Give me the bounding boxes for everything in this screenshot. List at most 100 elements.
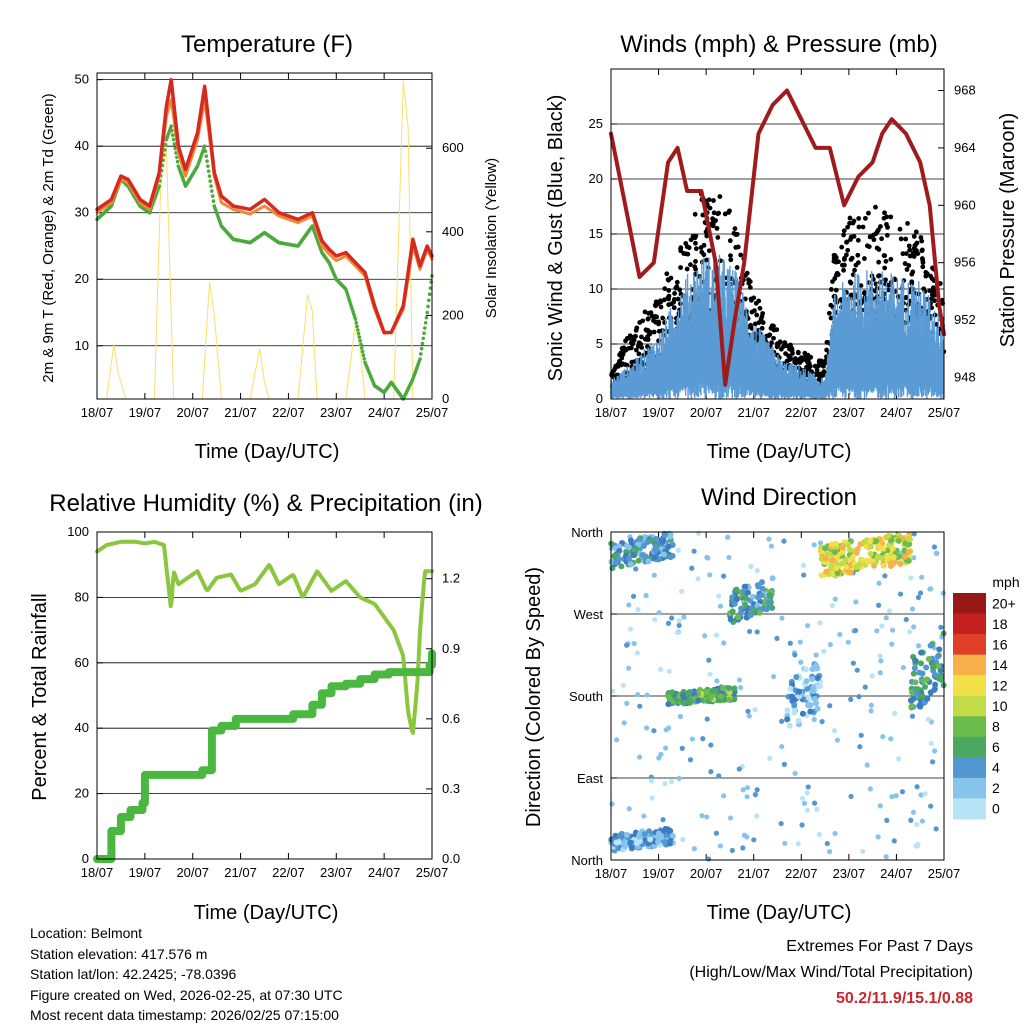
direction-point [868,702,874,708]
gust-point [645,316,651,322]
direction-point [895,537,902,544]
gust-point [698,245,704,250]
gust-point [906,243,912,249]
direction-point [727,616,734,623]
direction-point [852,627,859,634]
dewpoint-point [360,346,364,350]
gust-point [939,297,945,303]
direction-point [625,555,632,562]
gust-point [898,236,904,242]
gust-point [906,263,912,268]
gust-point [879,236,884,242]
direction-point [626,665,632,671]
dewpoint-point [163,142,168,147]
direction-point [919,574,925,580]
direction-point [834,737,841,743]
direction-point [927,586,933,592]
direction-point [748,563,754,570]
gust-point [732,226,738,231]
direction-point [908,575,914,581]
direction-point [805,784,811,790]
gust-point [693,259,698,264]
temp-2m-line [95,77,434,335]
winds-xtick-label: 22/07 [785,405,818,420]
direction-point [752,792,758,798]
colorbar-swatch [953,777,986,799]
direction-point [735,614,742,621]
direction-point [854,667,860,673]
direction-point [725,534,731,540]
gust-point [871,237,877,243]
direction-point [704,554,710,561]
direction-point [860,848,866,855]
gust-point [662,286,668,292]
direction-point [914,686,921,693]
direction-point [648,537,655,544]
direction-point [754,567,760,574]
direction-point [636,754,643,760]
dewpoint-point [423,326,427,330]
gust-point [714,225,720,231]
gust-point [786,353,791,359]
direction-point [897,591,904,597]
direction-point [717,693,724,700]
direction-point [687,757,694,763]
winds-xtick-label: 21/07 [737,405,770,420]
direction-point [792,652,798,658]
direction-point [714,678,720,684]
direction-ytick-label: South [569,689,603,704]
direction-point [889,545,896,552]
direction-point [811,716,817,723]
gust-point [878,224,883,229]
temperature-y2tick-label: 0 [442,391,449,406]
dewpoint-point [428,286,433,290]
direction-point [880,562,887,569]
gust-point [919,248,925,254]
gust-point [624,336,630,341]
direction-point [614,737,620,743]
dewpoint-point [169,124,173,129]
direction-point [929,759,936,765]
direction-point [816,831,822,838]
direction-point [878,658,884,664]
direction-point [626,806,632,812]
winds-y2tick-label: 948 [954,369,976,384]
direction-point [793,673,800,680]
direction-point [661,532,668,539]
direction-point [786,722,793,729]
direction-point [674,629,680,636]
direction-point [781,538,787,544]
direction-point [695,530,702,536]
direction-point [713,687,720,694]
temperature-y2tick-label: 200 [442,307,464,322]
gust-point [693,240,698,246]
direction-ytick-label: North [571,525,603,540]
direction-point [897,561,904,568]
direction-point [635,692,641,698]
direction-point [759,585,766,592]
temperature-ylabel-left: 2m & 9m T (Red, Orange) & 2m Td (Green) [40,93,57,382]
gust-point [621,345,627,351]
direction-point [626,839,633,846]
gust-point [850,220,856,226]
direction-point [689,736,696,742]
direction-xtick-label: 23/07 [833,866,866,881]
direction-point [733,596,740,603]
temperature-title: Temperature (F) [181,31,353,58]
temperature-xtick-label: 23/07 [320,405,353,420]
direction-point [665,701,672,708]
direction-xtick-label: 20/07 [690,866,723,881]
gust-point [777,339,783,345]
dewpoint-point [206,164,210,168]
gust-point [727,238,733,244]
gust-point [805,360,811,365]
direction-point [912,657,919,664]
direction-point [721,793,727,799]
direction-point [931,686,938,693]
direction-point [767,755,773,761]
direction-point [620,682,626,688]
gust-point [642,309,648,315]
gust-point [769,340,774,346]
direction-ylabel-left: Direction (Colored By Speed) [523,567,545,827]
gust-point [746,277,751,283]
